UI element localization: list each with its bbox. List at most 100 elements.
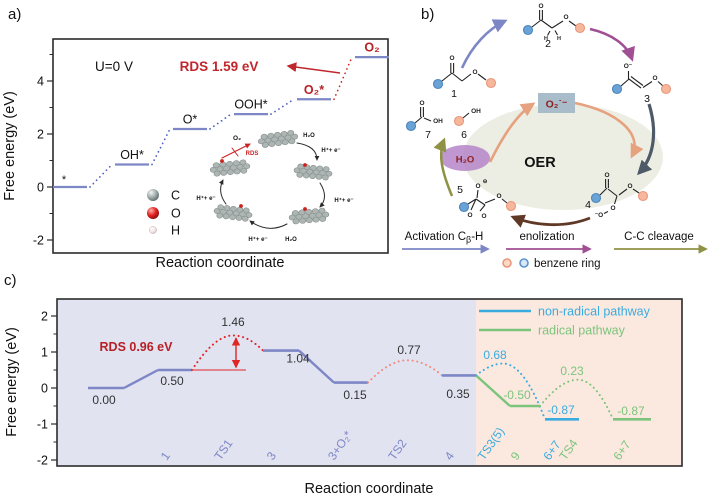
radical-legend-label: radical pathway xyxy=(538,324,626,338)
atom-o: O xyxy=(472,69,477,76)
link-3-4 xyxy=(298,349,335,384)
inset-rds-label: RDS xyxy=(246,151,259,157)
molecule-1: O O 1 xyxy=(432,55,497,100)
adsorbed-oxygen-dot xyxy=(239,204,243,208)
cc-cleavage-label: C-C cleavage xyxy=(624,231,694,243)
panel-c-energy-diagram: -2-10120.000.5011.46TS11.0430.153+O₂*0.7… xyxy=(4,298,683,497)
value-label: 1.46 xyxy=(221,315,245,329)
value-label: 1.04 xyxy=(286,352,310,366)
panel-c-plot: -2-10120.000.5011.46TS11.0430.153+O₂*0.7… xyxy=(37,298,683,467)
step-label: O* xyxy=(183,112,198,126)
atom-o: O xyxy=(449,55,454,62)
molecule-number-5: 5 xyxy=(457,184,463,196)
value-label: 0.35 xyxy=(446,387,470,401)
arrow-3-to-4 xyxy=(637,103,656,176)
link-6-8 xyxy=(475,374,511,407)
pathway-legend: non-radical pathway radical pathway xyxy=(479,305,651,338)
benzene-blue-icon xyxy=(522,24,534,36)
benzene-orange-icon xyxy=(574,22,586,34)
non-radical-legend-label: non-radical pathway xyxy=(538,305,651,319)
step-connector xyxy=(270,98,295,115)
y-tick-label: -2 xyxy=(37,453,48,467)
step-label: OOH* xyxy=(234,98,267,112)
molecule-4: O O ⁻O O 4 xyxy=(585,172,649,219)
step-label: O₂* xyxy=(304,83,324,97)
o2-release-arrow xyxy=(221,143,251,159)
benzene-orange-icon xyxy=(485,77,497,89)
enolization-label: enolization xyxy=(520,231,575,243)
y-tick-label: 4 xyxy=(37,74,44,88)
panel-a-x-axis-label: Reaction coordinate xyxy=(156,255,285,270)
y-tick-label: 1 xyxy=(41,345,48,359)
oer-arrow-right xyxy=(574,101,644,159)
h2o-label: H₂O xyxy=(456,155,474,166)
atom-o: O xyxy=(475,183,480,190)
benzene-blue-icon xyxy=(611,83,623,95)
molecule-6: OH 6 xyxy=(453,108,481,141)
atom-oh: OH xyxy=(433,118,443,125)
panel-c-rds-label: RDS 0.96 eV xyxy=(100,340,174,354)
atom-o: O xyxy=(496,193,501,200)
y-tick-label: 0 xyxy=(37,180,44,194)
inset-hpe-bottom-label: H⁺+ e⁻ xyxy=(248,236,267,243)
step-label: OH* xyxy=(120,148,144,162)
step-label: * xyxy=(62,174,67,186)
hydrogen-sphere-icon xyxy=(149,226,157,234)
benzene-blue-icon xyxy=(458,201,470,213)
atom-legend: C O H xyxy=(147,189,181,238)
molecule-number-3: 3 xyxy=(644,93,650,105)
inset-o2-label: O₂ xyxy=(233,135,241,142)
adsorbed-oxygen-dot xyxy=(220,159,224,163)
molecule-3: O⁻ O 3 xyxy=(611,63,672,105)
panel-a-y-axis-label: Free energy (eV) xyxy=(2,91,18,201)
rds-slash xyxy=(231,147,239,157)
arrow-2-to-3 xyxy=(589,27,635,62)
atom-o: O xyxy=(604,172,609,179)
molecule-7: O OH 7 xyxy=(405,100,443,141)
panel-a-tag: a) xyxy=(8,6,22,23)
inset-hpe-top-right-label: H⁺+ e⁻ xyxy=(321,147,340,154)
catalytic-cycle-inset: O₂ RDS H₂O H⁺+ e⁻ H⁺+ e⁻ H⁺+ e⁻ H₂O H⁺+ … xyxy=(196,129,354,243)
benzene-blue-icon xyxy=(590,192,602,204)
atom-o: O xyxy=(419,100,424,107)
y-tick-label: 0 xyxy=(41,381,48,395)
molecule-2: O H H O 2 xyxy=(522,3,586,50)
activation-suffix: -H xyxy=(471,231,483,243)
rds-annotation-arrow xyxy=(286,62,341,74)
value-label: -0.87 xyxy=(547,403,575,417)
step-connector xyxy=(151,128,171,166)
inset-hpe-left-label: H⁺+ e⁻ xyxy=(196,195,215,202)
barrier-TS2 xyxy=(367,359,443,384)
panel-c-x-axis-label: Reaction coordinate xyxy=(305,481,434,497)
activation-prefix: Activation C xyxy=(405,231,466,243)
atom-o: O xyxy=(563,14,568,21)
atom-o: O xyxy=(467,212,472,219)
panel-a-rds-label: RDS 1.59 eV xyxy=(180,59,259,74)
y-tick-label: 2 xyxy=(41,309,48,323)
cycle-arrow xyxy=(296,142,320,161)
atom-oh: OH xyxy=(471,108,481,115)
inset-h2o-bottom-label: H₂O xyxy=(285,237,297,243)
activation-beta-sub: β xyxy=(466,235,471,245)
adsorbed-oxygen-dot xyxy=(303,207,307,211)
step-connector xyxy=(209,113,232,130)
cycle-arrow xyxy=(249,220,288,229)
step-label: O₂ xyxy=(364,41,379,55)
value-label: -0.50 xyxy=(503,388,531,402)
y-tick-label: -2 xyxy=(33,233,44,247)
superoxide-box xyxy=(538,93,575,113)
inset-hpe-right-label: H⁺+ e⁻ xyxy=(334,197,353,204)
panel-b-reaction-cycle: O₂˙⁻ OER H₂O O O 1 O H xyxy=(402,3,708,270)
y-tick-label: 2 xyxy=(37,127,44,141)
oer-arrow-left xyxy=(488,102,536,163)
barrier-TS1 xyxy=(191,334,264,371)
inset-h2o-top-label: H₂O xyxy=(303,133,315,139)
benzene-blue-legend-icon xyxy=(519,258,529,268)
value-label: -0.87 xyxy=(617,404,645,418)
region-shared-pathway xyxy=(57,299,476,466)
charge-minus: ⊖ xyxy=(483,179,488,185)
adsorbed-oxygen-dot xyxy=(303,163,307,167)
benzene-ring-label: benzene ring xyxy=(534,258,601,270)
benzene-orange-legend-icon xyxy=(502,258,512,268)
